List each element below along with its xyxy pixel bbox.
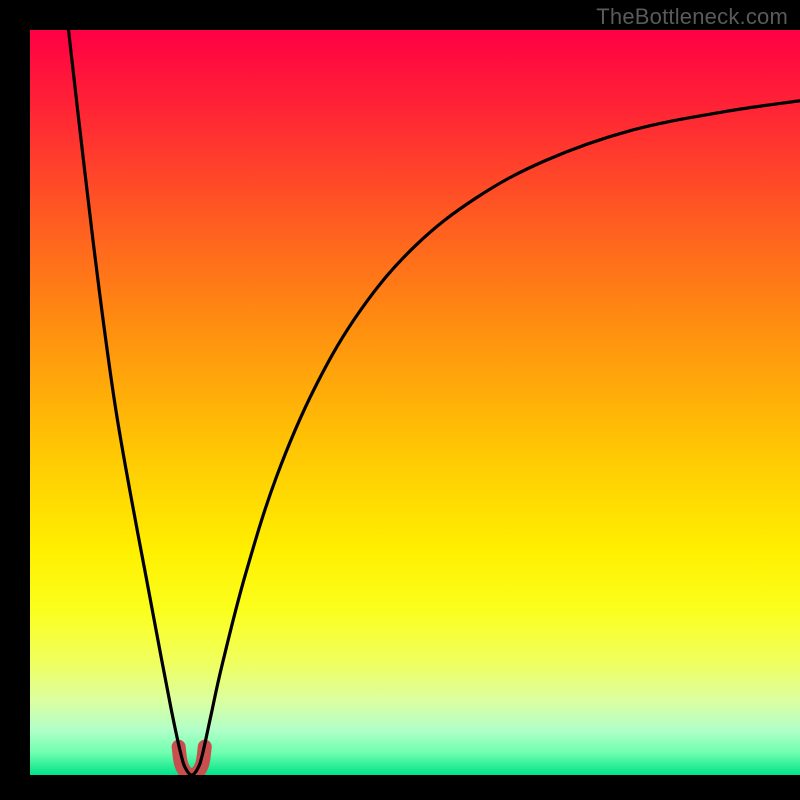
gradient-background [30,30,800,775]
bottleneck-curve-chart [0,0,800,800]
chart-container: TheBottleneck.com [0,0,800,800]
watermark-text: TheBottleneck.com [596,4,788,30]
